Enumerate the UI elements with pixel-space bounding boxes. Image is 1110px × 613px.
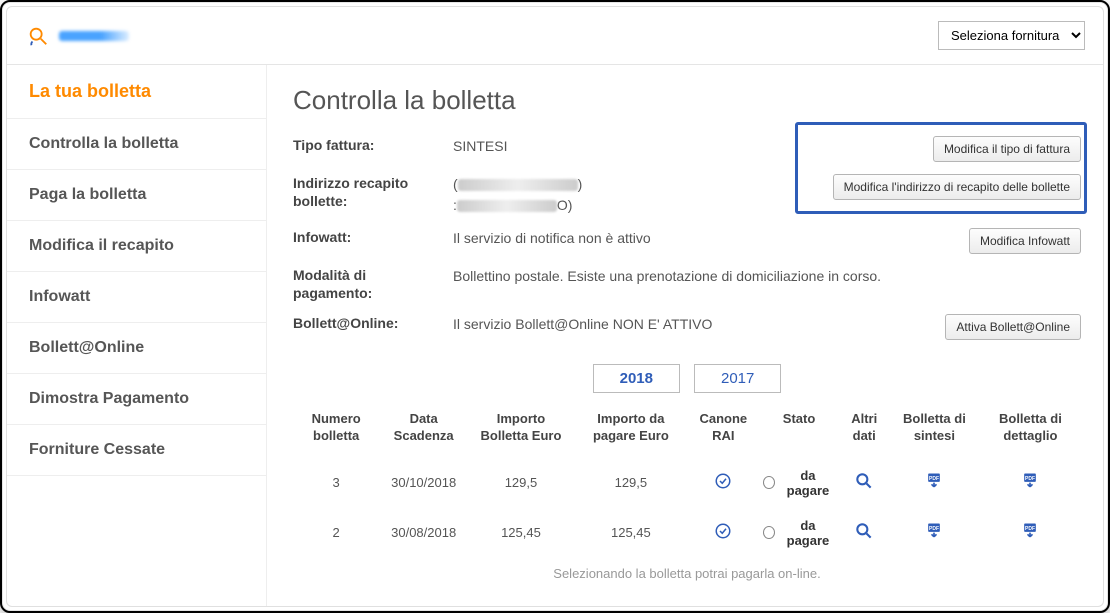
cell-pdf-sintesi[interactable]: PDF — [889, 508, 980, 558]
cell-stato[interactable]: da pagare — [759, 508, 840, 558]
label-tipo-fattura: Tipo fattura: — [293, 136, 443, 154]
cell-stato[interactable]: da pagare — [759, 458, 840, 508]
table-row: 330/10/2018129,5129,5da pagarePDFPDF — [293, 458, 1081, 508]
cell-altri-dati[interactable] — [839, 458, 889, 508]
modifica-infowatt-button[interactable]: Modifica Infowatt — [969, 228, 1081, 254]
year-tabs: 2018 2017 — [293, 364, 1081, 393]
value-bollettonline: Il servizio Bollett@Online NON E' ATTIVO — [453, 314, 935, 335]
label-infowatt: Infowatt: — [293, 228, 443, 246]
sidebar-item-bollett-online[interactable]: Bollett@Online — [7, 323, 266, 374]
cell-importo: 129,5 — [468, 458, 574, 508]
label-modalita: Modalità di pagamento: — [293, 266, 443, 302]
page-title: Controlla la bolletta — [293, 85, 1081, 116]
cell-pdf-sintesi[interactable]: PDF — [889, 458, 980, 508]
year-tab-2018[interactable]: 2018 — [593, 364, 680, 393]
cell-pdf-dettaglio[interactable]: PDF — [980, 458, 1081, 508]
col-importo: Importo Bolletta Euro — [468, 403, 574, 458]
col-canone: Canone RAI — [688, 403, 759, 458]
modifica-tipo-fattura-button[interactable]: Modifica il tipo di fattura — [933, 136, 1081, 162]
search-icon — [27, 25, 49, 47]
modifica-indirizzo-button[interactable]: Modifica l'indirizzo di recapito delle b… — [833, 174, 1081, 200]
sidebar-item-dimostra-pagamento[interactable]: Dimostra Pagamento — [7, 374, 266, 425]
cell-scadenza: 30/10/2018 — [379, 458, 468, 508]
radio-icon[interactable] — [763, 476, 775, 489]
svg-text:PDF: PDF — [929, 477, 939, 483]
value-indirizzo: () :O) — [453, 174, 823, 216]
svg-text:PDF: PDF — [1025, 527, 1035, 533]
svg-text:PDF: PDF — [1025, 477, 1035, 483]
sidebar-item-paga[interactable]: Paga la bolletta — [7, 170, 266, 221]
col-numero: Numero bolletta — [293, 403, 379, 458]
main-content: Controlla la bolletta Tipo fattura: SINT… — [267, 65, 1103, 606]
cell-canone — [688, 458, 759, 508]
cell-da-pagare: 125,45 — [574, 508, 688, 558]
col-sintesi: Bolletta di sintesi — [889, 403, 980, 458]
col-stato: Stato — [759, 403, 840, 458]
sidebar-item-infowatt[interactable]: Infowatt — [7, 272, 266, 323]
year-tab-2017[interactable]: 2017 — [694, 364, 781, 393]
brand-text-redacted — [59, 31, 129, 41]
topbar: Seleziona fornitura — [7, 7, 1103, 65]
footer-note: Selezionando la bolletta potrai pagarla … — [293, 566, 1081, 581]
cell-altri-dati[interactable] — [839, 508, 889, 558]
col-altri: Altri dati — [839, 403, 889, 458]
value-tipo-fattura: SINTESI — [453, 136, 923, 157]
sidebar: La tua bolletta Controlla la bolletta Pa… — [7, 65, 267, 606]
radio-icon[interactable] — [763, 526, 775, 539]
label-indirizzo: Indirizzo recapito bollette: — [293, 174, 443, 210]
value-modalita: Bollettino postale. Esiste una prenotazi… — [453, 266, 1071, 287]
cell-pdf-dettaglio[interactable]: PDF — [980, 508, 1081, 558]
cell-numero: 2 — [293, 508, 379, 558]
col-dettaglio: Bolletta di dettaglio — [980, 403, 1081, 458]
col-da-pagare: Importo da pagare Euro — [574, 403, 688, 458]
value-infowatt: Il servizio di notifica non è attivo — [453, 228, 959, 249]
label-bollettonline: Bollett@Online: — [293, 314, 443, 332]
cell-importo: 125,45 — [468, 508, 574, 558]
cell-da-pagare: 129,5 — [574, 458, 688, 508]
sidebar-item-controlla[interactable]: Controlla la bolletta — [7, 119, 266, 170]
sidebar-item-la-tua-bolletta[interactable]: La tua bolletta — [7, 65, 266, 119]
attiva-bollettonline-button[interactable]: Attiva Bollett@Online — [945, 314, 1081, 340]
cell-scadenza: 30/08/2018 — [379, 508, 468, 558]
cell-canone — [688, 508, 759, 558]
sidebar-item-forniture-cessate[interactable]: Forniture Cessate — [7, 425, 266, 476]
cell-numero: 3 — [293, 458, 379, 508]
col-scadenza: Data Scadenza — [379, 403, 468, 458]
table-row: 230/08/2018125,45125,45da pagarePDFPDF — [293, 508, 1081, 558]
bills-table: Numero bolletta Data Scadenza Importo Bo… — [293, 403, 1081, 558]
supply-select[interactable]: Seleziona fornitura — [938, 21, 1085, 50]
brand — [27, 25, 129, 47]
info-grid: Tipo fattura: SINTESI Modifica il tipo d… — [293, 130, 1081, 346]
sidebar-item-modifica-recapito[interactable]: Modifica il recapito — [7, 221, 266, 272]
svg-text:PDF: PDF — [929, 527, 939, 533]
